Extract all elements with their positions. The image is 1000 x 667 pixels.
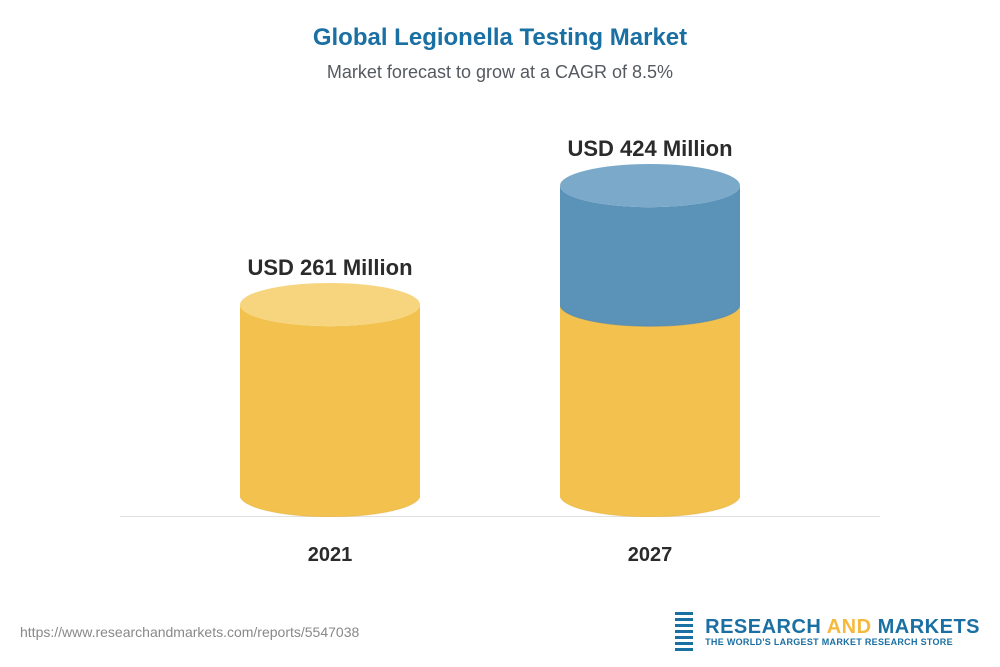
chart-area: USD 261 Million2021USD 424 Million2027 [0, 110, 1000, 577]
bar-value-label: USD 261 Million [200, 255, 460, 281]
baseline [120, 516, 880, 517]
source-url: https://www.researchandmarkets.com/repor… [20, 624, 359, 640]
brand-logo: RESEARCH AND MARKETS THE WORLD'S LARGEST… [675, 612, 980, 652]
brand-bars-icon [675, 612, 693, 652]
brand-text: RESEARCH AND MARKETS THE WORLD'S LARGEST… [705, 616, 980, 648]
chart-title: Global Legionella Testing Market [0, 0, 1000, 52]
footer: https://www.researchandmarkets.com/repor… [0, 607, 1000, 667]
bar-value-label: USD 424 Million [520, 136, 780, 162]
cylinder-bar: USD 261 Million2021 [240, 305, 420, 517]
bar-year-label: 2021 [240, 544, 420, 567]
bar-year-label: 2027 [560, 544, 740, 567]
brand-name: RESEARCH AND MARKETS [705, 616, 980, 638]
brand-tagline: THE WORLD'S LARGEST MARKET RESEARCH STOR… [705, 638, 980, 648]
chart-subtitle: Market forecast to grow at a CAGR of 8.5… [0, 52, 1000, 83]
cylinder-bar: USD 424 Million2027 [560, 186, 740, 517]
